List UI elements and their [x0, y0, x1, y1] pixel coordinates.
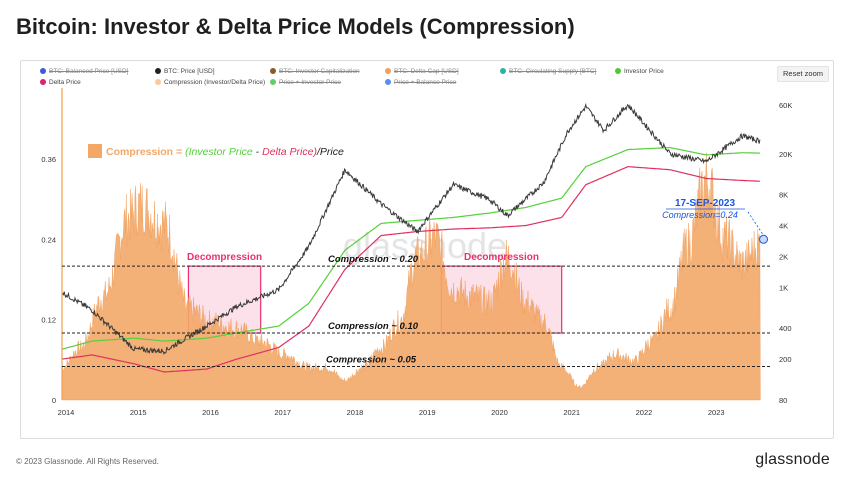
- legend-item[interactable]: Price + Balance Price: [385, 79, 456, 86]
- chart-title: Bitcoin: Investor & Delta Price Models (…: [16, 14, 575, 39]
- reference-label: Compression ~ 0.10: [328, 321, 419, 332]
- legend-swatch: [40, 79, 46, 85]
- legend-item[interactable]: Price + Investor Price: [270, 79, 341, 86]
- reference-label: Compression ~ 0.05: [326, 355, 417, 366]
- x-tick-label: 2020: [491, 408, 508, 417]
- x-tick-label: 2021: [563, 408, 580, 417]
- reference-label: Compression ~ 0.20: [328, 254, 419, 265]
- formula-text: Compression = (Investor Price - Delta Pr…: [106, 146, 344, 158]
- copyright-footer: © 2023 Glassnode. All Rights Reserved.: [16, 457, 159, 466]
- legend-item[interactable]: BTC: Circulating Supply [BTC]: [500, 68, 596, 75]
- x-tick-label: 2016: [202, 408, 219, 417]
- legend-item[interactable]: Investor Price: [615, 68, 664, 75]
- legend-swatch: [155, 79, 161, 85]
- delta-price-line: [61, 166, 760, 373]
- callout-value: Compression=0.24: [662, 210, 738, 220]
- legend-item[interactable]: Delta Price: [40, 79, 81, 86]
- legend-swatch: [270, 79, 276, 85]
- legend-label: BTC: Delta Cap [USD]: [394, 68, 459, 75]
- legend-item[interactable]: Compression (Investor/Delta Price): [155, 79, 265, 86]
- decompression-label: Decompression: [187, 252, 262, 263]
- legend-item[interactable]: BTC: Price [USD]: [155, 68, 215, 75]
- x-tick-label: 2015: [130, 408, 147, 417]
- y-left-tick-label: 0.24: [41, 235, 56, 244]
- y-left-tick-label: 0: [52, 396, 56, 405]
- legend-swatch: [155, 68, 161, 74]
- x-tick-label: 2023: [708, 408, 725, 417]
- legend-label: Delta Price: [49, 79, 81, 86]
- x-tick-label: 2018: [347, 408, 364, 417]
- brand-logo: glassnode: [755, 451, 830, 468]
- x-tick-label: 2019: [419, 408, 436, 417]
- callout-marker: [759, 234, 769, 244]
- legend-label: BTC: Circulating Supply [BTC]: [509, 68, 597, 75]
- legend-label: Investor Price: [624, 68, 664, 75]
- y-left-tick-label: 0.36: [41, 155, 56, 164]
- y-right-tick-label: 80: [779, 396, 787, 405]
- legend-item[interactable]: BTC: Investor Capitalization: [270, 68, 360, 75]
- legend-swatch: [40, 68, 46, 74]
- formula-part: Delta Price): [262, 146, 317, 158]
- x-tick-label: 2017: [274, 408, 291, 417]
- btc-price-line: [61, 102, 761, 355]
- decompression-label: Decompression: [464, 252, 539, 263]
- legend-swatch: [615, 68, 621, 74]
- y-right-tick-label: 1K: [779, 283, 788, 292]
- legend-label: Price + Balance Price: [394, 79, 457, 86]
- y-right-tick-label: 2K: [779, 252, 788, 261]
- legend-label: Compression (Investor/Delta Price): [164, 79, 266, 86]
- formula-part: Compression: [106, 146, 173, 158]
- y-right-tick-label: 8K: [779, 191, 788, 200]
- formula-part: (Investor Price: [185, 146, 253, 158]
- y-right-tick-label: 60K: [779, 101, 792, 110]
- legend-swatch: [385, 68, 391, 74]
- x-tick-label: 2014: [58, 408, 75, 417]
- x-tick-label: 2022: [636, 408, 653, 417]
- y-right-tick-label: 400: [779, 324, 792, 333]
- legend-label: BTC: Investor Capitalization: [279, 68, 360, 75]
- reset-zoom-button[interactable]: Reset zoom: [777, 66, 829, 82]
- y-right-tick-label: 20K: [779, 150, 792, 159]
- formula-swatch: [88, 144, 102, 158]
- y-right-tick-label: 4K: [779, 222, 788, 231]
- legend-swatch: [500, 68, 506, 74]
- callout-pointer: [747, 211, 764, 236]
- formula-part: -: [253, 146, 262, 158]
- legend-label: Price + Investor Price: [279, 79, 341, 86]
- legend-item[interactable]: BTC: Delta Cap [USD]: [385, 68, 459, 75]
- legend-label: BTC: Balanced Price [USD]: [49, 68, 129, 75]
- legend-label: BTC: Price [USD]: [164, 68, 215, 75]
- compression-area: [61, 152, 761, 401]
- legend-swatch: [385, 79, 391, 85]
- legend-swatch: [270, 68, 276, 74]
- formula-part: =: [173, 146, 185, 158]
- y-left-tick-label: 0.12: [41, 316, 56, 325]
- formula-part: /Price: [316, 146, 344, 158]
- legend-item[interactable]: BTC: Balanced Price [USD]: [40, 68, 128, 75]
- callout-date: 17-SEP-2023: [675, 198, 735, 209]
- y-right-tick-label: 200: [779, 355, 792, 364]
